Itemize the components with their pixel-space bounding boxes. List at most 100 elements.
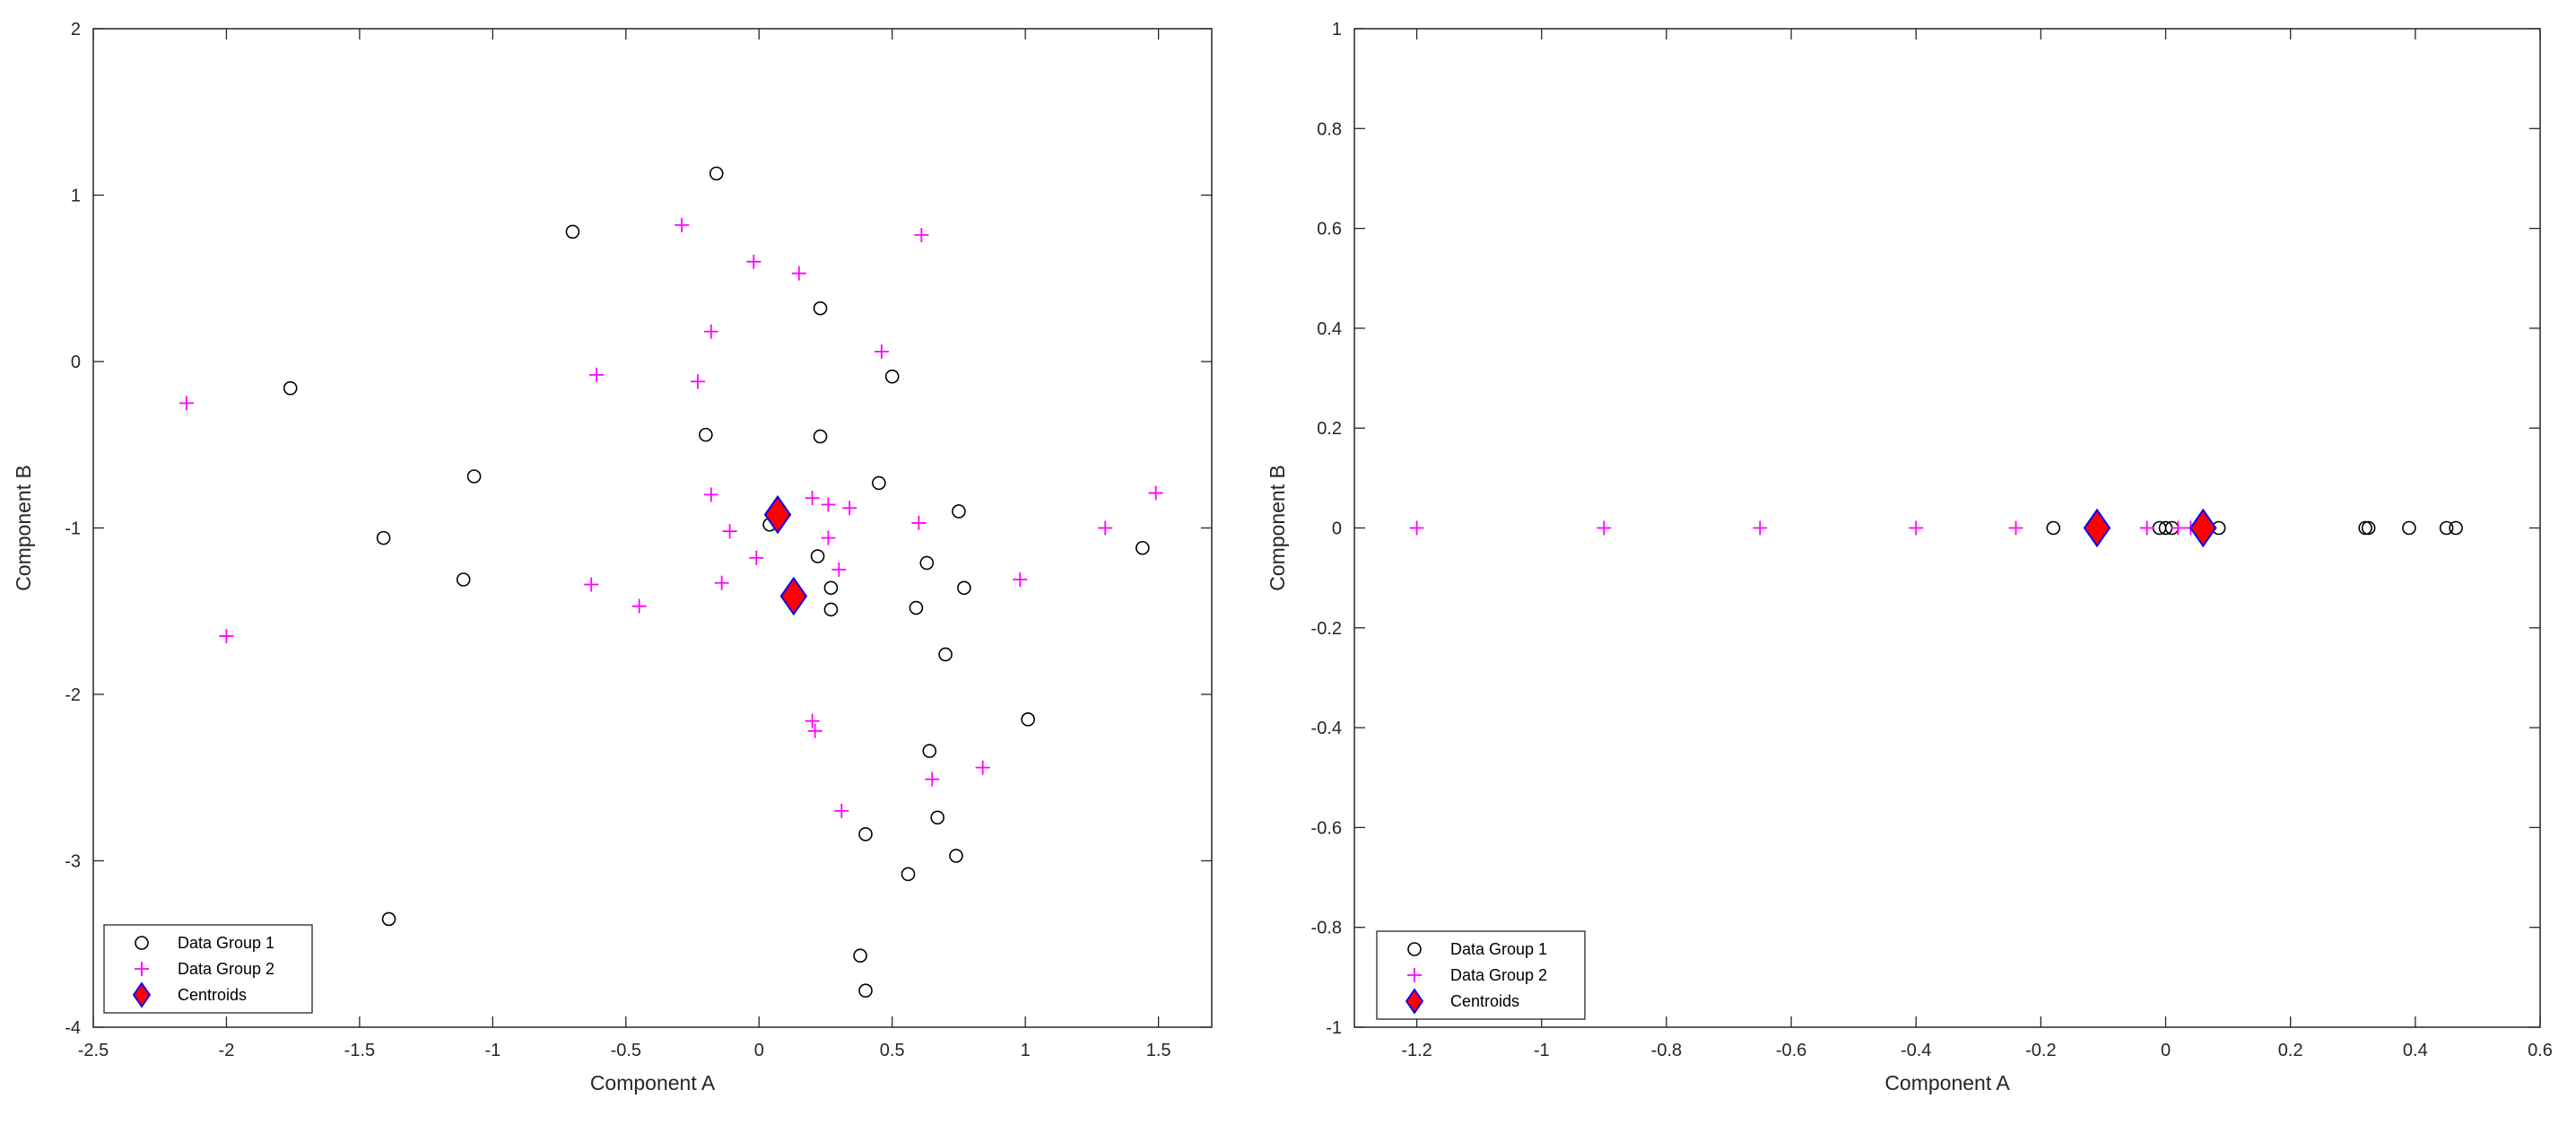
y-tick-label: 0 <box>71 353 81 372</box>
series-data-group-1 <box>283 166 1150 998</box>
data-point <box>823 602 839 617</box>
x-tick-label: -0.8 <box>1651 1041 1682 1060</box>
y-tick-label: -0.2 <box>1311 619 1342 639</box>
data-point <box>749 550 764 565</box>
x-tick-label: -2.5 <box>78 1041 109 1060</box>
y-tick-label: 1 <box>1332 20 1342 39</box>
y-axis-label: Component B <box>1266 465 1289 591</box>
series-data-group-2 <box>178 217 1163 818</box>
data-point <box>952 504 966 519</box>
data-point <box>930 810 944 825</box>
data-point <box>872 475 886 491</box>
legend-label: Data Group 1 <box>178 934 274 952</box>
data-point <box>703 487 718 502</box>
data-point <box>674 217 690 232</box>
legend-marker-centroids <box>132 981 152 1008</box>
x-tick-label: 0 <box>2161 1041 2171 1060</box>
y-tick-label: 2 <box>71 20 81 39</box>
data-point <box>807 723 822 738</box>
data-point <box>703 324 718 339</box>
x-tick-label: 0 <box>754 1041 764 1060</box>
data-point <box>821 497 836 512</box>
data-point <box>957 580 971 596</box>
data-point <box>2402 520 2416 536</box>
data-point <box>709 166 724 181</box>
data-point <box>376 530 391 545</box>
data-point <box>565 224 580 240</box>
data-point <box>901 867 916 882</box>
legend-label: Data Group 2 <box>1450 966 1547 984</box>
x-tick-label: -0.5 <box>611 1041 641 1060</box>
legend-marker-1 <box>1407 942 1422 956</box>
data-point <box>874 344 889 359</box>
data-point <box>821 530 836 545</box>
y-tick-label: 0.6 <box>1317 220 1342 240</box>
legend-label: Centroids <box>178 986 247 1004</box>
y-axis-label: Component B <box>12 465 35 591</box>
y-tick-label: 1 <box>71 187 81 206</box>
data-point <box>909 600 924 615</box>
data-point <box>805 491 820 506</box>
series-centroids <box>763 494 808 616</box>
x-tick-label: 0.4 <box>2403 1041 2428 1060</box>
x-tick-label: -0.6 <box>1776 1041 1806 1060</box>
data-point <box>805 713 820 728</box>
data-point <box>2449 520 2463 536</box>
data-point <box>938 647 953 662</box>
data-point <box>283 380 298 396</box>
x-axis-label: Component A <box>590 1071 716 1094</box>
y-tick-label: 0.8 <box>1317 119 1342 139</box>
y-tick-label: -0.6 <box>1311 818 1342 838</box>
centroid-marker <box>2083 508 2111 548</box>
data-point <box>2439 520 2454 536</box>
data-point <box>842 501 857 516</box>
data-point <box>925 772 940 787</box>
legend-label: Data Group 2 <box>178 960 274 978</box>
data-point <box>219 629 234 644</box>
legend-marker-2 <box>135 962 149 976</box>
legend-label: Data Group 1 <box>1450 940 1547 958</box>
plot-area-frame <box>1353 28 2541 1028</box>
data-point <box>690 374 705 389</box>
data-point <box>1409 520 1424 536</box>
data-point <box>911 515 927 530</box>
y-tick-label: -4 <box>65 1018 81 1038</box>
data-point <box>949 849 963 863</box>
legend: Data Group 1 Data Group 2 Centroids <box>103 924 313 1014</box>
y-tick-label: -1 <box>1326 1018 1342 1038</box>
x-tick-label: 1 <box>1021 1041 1031 1060</box>
legend-marker-2 <box>1407 968 1422 982</box>
x-tick-label: -2 <box>219 1041 235 1060</box>
data-point <box>2139 520 2154 536</box>
data-point <box>584 577 599 592</box>
data-point <box>1098 520 1113 536</box>
x-tick-label: -0.4 <box>1901 1041 1931 1060</box>
data-point <box>858 983 873 998</box>
data-point <box>1909 520 1924 536</box>
x-tick-label: 1.5 <box>1146 1041 1171 1060</box>
data-point <box>853 948 867 964</box>
data-point <box>834 803 849 818</box>
y-tick-label: 0.4 <box>1317 319 1342 339</box>
chart-panel-2: -1.2 -1 -0.8 -0.6 -0.4 -0.2 0 0.2 0.4 0.6 -1 -0.8 -0… <box>1266 20 2553 1094</box>
data-point <box>699 427 713 442</box>
x-axis-label: Component A <box>1884 1071 2010 1094</box>
y-tick-label: -0.8 <box>1311 919 1342 938</box>
x-tick-label: 0.5 <box>880 1041 905 1060</box>
data-point <box>2171 520 2186 536</box>
data-point <box>1148 485 1163 501</box>
x-tick-label: -1 <box>484 1041 500 1060</box>
data-point <box>456 572 471 587</box>
data-point <box>1597 520 1612 536</box>
centroid-marker <box>763 494 792 535</box>
data-point <box>2046 520 2061 536</box>
data-point <box>858 827 873 842</box>
data-point <box>466 469 482 484</box>
data-point <box>1021 712 1035 727</box>
data-point <box>831 562 847 577</box>
y-tick-label: 0 <box>1332 519 1342 539</box>
data-point <box>791 266 806 281</box>
data-point <box>922 744 937 758</box>
data-point <box>722 524 737 539</box>
data-point <box>884 369 900 384</box>
